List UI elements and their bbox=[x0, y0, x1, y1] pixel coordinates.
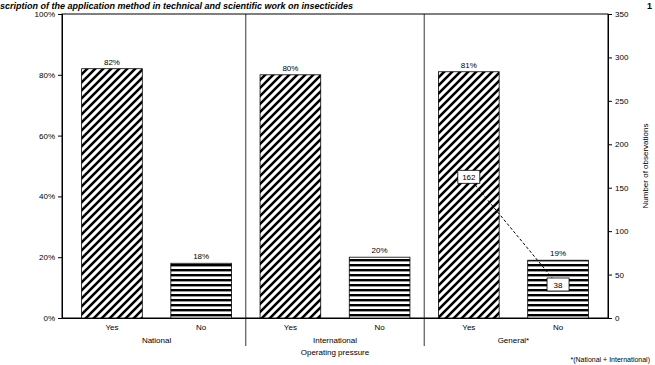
y2-tick: 100 bbox=[608, 227, 629, 236]
data-label-box bbox=[458, 170, 480, 183]
data-label: 38 bbox=[554, 281, 563, 290]
data-label: 82% bbox=[104, 58, 120, 67]
title: scription of the application method in t… bbox=[0, 1, 353, 11]
x-axis-title: Operating pressure bbox=[301, 348, 370, 357]
y-tick-label: 20% bbox=[39, 253, 55, 262]
y2-tick-mark bbox=[608, 101, 612, 102]
y-axis-line bbox=[58, 15, 63, 319]
y-tick-mark bbox=[58, 318, 62, 319]
y2-tick-label: 150 bbox=[615, 184, 629, 193]
y-tick-mark bbox=[58, 75, 62, 76]
y2-axis-title: Number of observations bbox=[641, 124, 650, 209]
y-tick-label: 40% bbox=[39, 192, 55, 201]
x-tick: Yes bbox=[105, 323, 118, 332]
bar bbox=[171, 263, 232, 318]
x-tick-label: No bbox=[374, 323, 385, 332]
data-label: 80% bbox=[282, 64, 298, 73]
x-tick: No bbox=[553, 323, 564, 332]
y2-tick-label: 100 bbox=[615, 227, 629, 236]
group-label: General* bbox=[498, 336, 530, 345]
y2-tick-label: 350 bbox=[615, 10, 629, 19]
y2-axis: 0 50 100 150 200 250 300 350 bbox=[608, 10, 629, 323]
y2-tick-mark bbox=[608, 318, 612, 319]
y-tick-mark bbox=[58, 196, 62, 197]
y-tick: 60% bbox=[39, 132, 62, 141]
y2-tick-label: 50 bbox=[615, 271, 624, 280]
bar bbox=[438, 72, 499, 318]
bar bbox=[260, 75, 321, 318]
y-tick-mark bbox=[58, 257, 62, 258]
x-tick-label: No bbox=[553, 323, 564, 332]
y-tick-label: 60% bbox=[39, 132, 55, 141]
group-label: National bbox=[142, 336, 172, 345]
bar bbox=[82, 69, 143, 318]
y-tick: 100% bbox=[35, 10, 62, 19]
chart: 0% 20% 40% 60% 80% 100% 0 50 100 150 200 250 300 350 Y… bbox=[0, 0, 655, 365]
plot-frame bbox=[62, 14, 608, 318]
group-separator bbox=[245, 14, 246, 346]
y2-tick-mark bbox=[608, 231, 612, 232]
y2-tick-mark bbox=[608, 14, 612, 15]
y-tick: 40% bbox=[39, 192, 62, 201]
y-tick-label: 0% bbox=[43, 314, 55, 323]
y2-tick-label: 300 bbox=[615, 53, 629, 62]
group-label: International bbox=[313, 336, 357, 345]
y2-tick-mark bbox=[608, 275, 612, 276]
y2-tick: 50 bbox=[608, 271, 624, 280]
x-axis: Yes No Yes No Yes No bbox=[63, 319, 609, 332]
data-label: 81% bbox=[461, 61, 477, 70]
data-label: 162 bbox=[462, 173, 476, 182]
y2-tick-label: 200 bbox=[615, 140, 629, 149]
y-tick: 80% bbox=[39, 71, 62, 80]
data-label-box bbox=[547, 278, 569, 291]
group-separator bbox=[424, 14, 425, 346]
marks bbox=[82, 69, 589, 318]
y-tick: 0% bbox=[43, 314, 62, 323]
y-tick-label: 80% bbox=[39, 71, 55, 80]
y2-tick-label: 250 bbox=[615, 97, 629, 106]
bar bbox=[349, 257, 410, 318]
y2-tick: 350 bbox=[608, 10, 629, 19]
y2-tick: 200 bbox=[608, 140, 629, 149]
x-tick-label: Yes bbox=[284, 323, 297, 332]
data-label: 19% bbox=[550, 249, 566, 258]
y2-tick: 0 bbox=[608, 314, 620, 323]
x-tick: Yes bbox=[462, 323, 475, 332]
x-tick-label: Yes bbox=[105, 323, 118, 332]
y2-tick-label: 0 bbox=[615, 314, 620, 323]
y-axis: 0% 20% 40% 60% 80% 100% bbox=[35, 10, 63, 323]
y-tick-mark bbox=[58, 136, 62, 137]
bar bbox=[528, 260, 589, 318]
y2-tick: 250 bbox=[608, 97, 629, 106]
x-tick-label: Yes bbox=[462, 323, 475, 332]
data-label: 20% bbox=[372, 246, 388, 255]
footnote: *(National + International) bbox=[570, 356, 650, 364]
y2-tick-mark bbox=[608, 57, 612, 58]
data-label: 18% bbox=[193, 252, 209, 261]
page-number: 1 bbox=[647, 1, 652, 11]
y2-tick: 150 bbox=[608, 184, 629, 193]
y-tick-mark bbox=[58, 14, 62, 15]
y2-tick-mark bbox=[608, 188, 612, 189]
x-axis-line bbox=[63, 318, 609, 319]
x-tick: Yes bbox=[284, 323, 297, 332]
x-tick: No bbox=[196, 323, 207, 332]
y2-tick-mark bbox=[608, 144, 612, 145]
y2-axis-line bbox=[609, 15, 613, 319]
y-tick-label: 100% bbox=[35, 10, 55, 19]
line bbox=[469, 177, 558, 285]
y-tick: 20% bbox=[39, 253, 62, 262]
x-tick-label: No bbox=[196, 323, 207, 332]
x-tick: No bbox=[374, 323, 385, 332]
plot: 0% 20% 40% 60% 80% 100% 0 50 100 150 200 250 300 350 Y… bbox=[35, 10, 629, 346]
y2-tick: 300 bbox=[608, 53, 629, 62]
labels: 82% 18% 80% 20% 81% 19% 162 38 bbox=[104, 58, 569, 291]
